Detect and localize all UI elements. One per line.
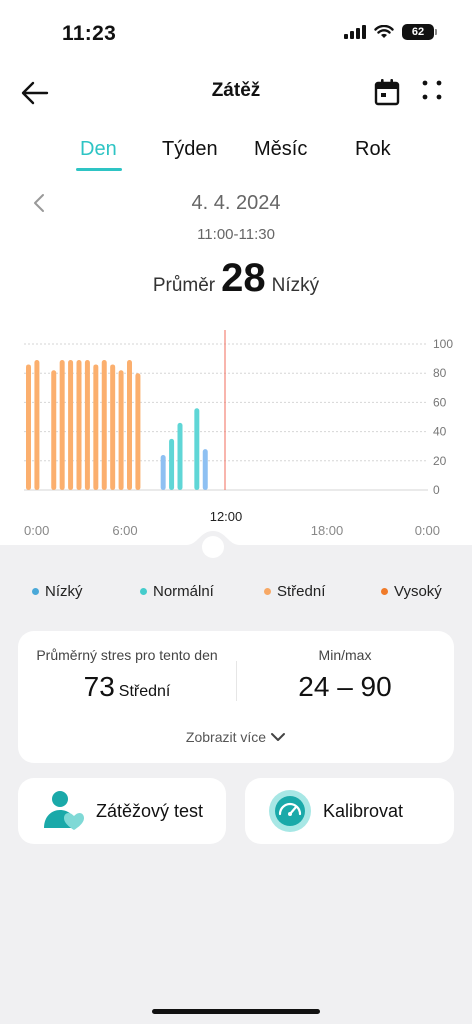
home-indicator [152, 1009, 320, 1014]
chart-bar [135, 373, 141, 490]
legend-label-high: Vysoký [394, 583, 442, 600]
x-tick-label: 18:00 [311, 523, 344, 538]
x-tick-label: 6:00 [112, 523, 137, 538]
tab-day[interactable]: Den [80, 138, 117, 160]
status-time: 11:23 [62, 22, 117, 45]
stress-test-icon [44, 791, 84, 830]
legend-item-low: Nízký [32, 583, 83, 600]
average-prefix: Průměr [152, 275, 216, 296]
y-tick-label: 40 [433, 425, 447, 439]
calibrate-label: Kalibrovat [323, 800, 404, 821]
chart-bar [84, 360, 90, 490]
stress-test-label: Zátěžový test [96, 800, 204, 821]
tab-month[interactable]: Měsíc [254, 138, 308, 160]
chart-bar [59, 360, 65, 490]
previous-date-button[interactable] [32, 192, 50, 216]
legend-item-medium: Střední [264, 583, 325, 600]
chart-bar [51, 370, 57, 490]
stress-chart[interactable]: 100 80 60 40 20 0 0:00 6:00 18:00 0:00 12:00 [0, 330, 472, 545]
chart-bar [34, 360, 40, 490]
active-tab-indicator [76, 168, 122, 171]
arrow-left-icon [21, 81, 49, 105]
minmax-title: Min/max [318, 647, 372, 663]
status-icons: 62 [344, 24, 437, 40]
legend-item-normal: Normální [140, 583, 214, 600]
chart-scrubber-handle[interactable] [186, 529, 240, 561]
status-bar: 11:23 62 [0, 0, 472, 70]
legend-dot-high [381, 588, 388, 595]
y-tick-label: 60 [433, 395, 447, 409]
header: Zátěž [0, 70, 472, 116]
average-stress-value-row: 73 Střední [18, 671, 236, 703]
show-more-label: Zobrazit více [185, 729, 267, 745]
chart-bar [169, 438, 175, 490]
tab-week[interactable]: Týden [162, 138, 218, 160]
average-value: 28 [221, 256, 266, 300]
chart-bar [177, 422, 183, 490]
battery-icon: 62 [402, 24, 437, 40]
time-range: 11:00-11:30 [197, 226, 275, 243]
chart-bar [202, 449, 208, 490]
signal-icon [344, 25, 366, 39]
chart-legend: Nízký Normální Střední Vysoký [0, 583, 472, 603]
chart-bar [68, 360, 74, 490]
wifi-icon [374, 25, 394, 38]
chart-bar [118, 370, 124, 490]
back-button[interactable] [20, 78, 54, 108]
calibrate-button[interactable]: Kalibrovat [245, 778, 454, 844]
battery-level: 62 [411, 26, 425, 38]
date-row: 4. 4. 2024 [0, 190, 472, 220]
legend-item-high: Vysoký [381, 583, 442, 600]
y-tick-label: 100 [433, 337, 453, 351]
legend-dot-normal [140, 588, 147, 595]
average-stress-title: Průměrný stres pro tento den [36, 647, 218, 663]
chevron-down-icon [271, 733, 286, 741]
four-dots-icon [422, 80, 442, 100]
period-tabs: Den Týden Měsíc Rok [0, 138, 472, 174]
stats-divider [236, 661, 237, 701]
gauge-icon [269, 790, 311, 832]
legend-dot-low [32, 588, 39, 595]
y-tick-label: 0 [433, 483, 440, 497]
chart-bar [93, 364, 99, 490]
stress-chart-svg: 100 80 60 40 20 0 0:00 6:00 18:00 0:00 12:00 [24, 330, 453, 538]
calendar-button[interactable] [374, 78, 402, 108]
calendar-icon [374, 79, 400, 106]
show-more-button[interactable]: Zobrazit více [18, 729, 454, 745]
selected-time-label: 12:00 [210, 509, 243, 524]
chart-bar [76, 360, 82, 490]
minmax-block: Min/max 24 – 90 [236, 647, 454, 703]
tab-year[interactable]: Rok [355, 138, 391, 160]
chart-bar [101, 360, 107, 490]
stress-test-button[interactable]: Zátěžový test [18, 778, 226, 844]
stats-card: Průměrný stres pro tento den 73 Střední … [18, 631, 454, 763]
x-tick-label: 0:00 [415, 523, 440, 538]
average-stress-level: Střední [118, 683, 171, 700]
legend-dot-medium [264, 588, 271, 595]
y-tick-label: 80 [433, 366, 447, 380]
legend-label-low: Nízký [45, 583, 83, 600]
legend-label-medium: Střední [277, 583, 326, 600]
minmax-value: 24 – 90 [298, 671, 392, 702]
legend-label-normal: Normální [153, 583, 214, 600]
y-tick-label: 20 [433, 454, 447, 468]
more-options-button[interactable] [420, 78, 448, 108]
chart-bar [127, 360, 132, 490]
average-stress-value: 73 [83, 671, 115, 702]
page-title: Zátěž [211, 80, 261, 101]
average-stress-block: Průměrný stres pro tento den 73 Střední [18, 647, 236, 703]
average-summary: Průměr 28 Nízký [0, 256, 472, 301]
chart-bar [110, 364, 116, 490]
date-label: 4. 4. 2024 [191, 192, 281, 214]
chevron-left-icon [34, 194, 44, 212]
x-tick-label: 0:00 [24, 523, 49, 538]
chart-bar [194, 408, 200, 490]
chart-bar [160, 454, 166, 490]
chart-bar [26, 364, 31, 490]
average-level: Nízký [271, 275, 320, 296]
